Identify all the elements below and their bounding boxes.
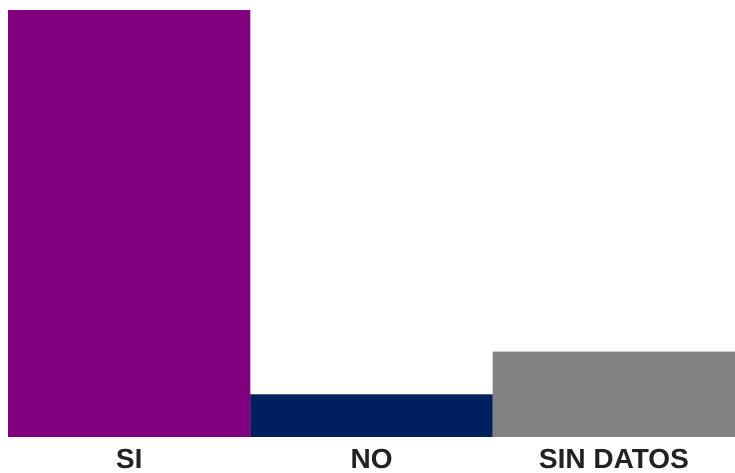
bar-si [8,10,251,437]
category-label-sin-datos: SIN DATOS [539,443,689,473]
category-labels-group: SI NO SIN DATOS [116,443,689,473]
bar-sin-datos [492,351,735,437]
bars-group [8,10,735,437]
category-label-no: NO [351,443,393,473]
category-label-si: SI [116,443,142,473]
bar-no [250,394,493,437]
